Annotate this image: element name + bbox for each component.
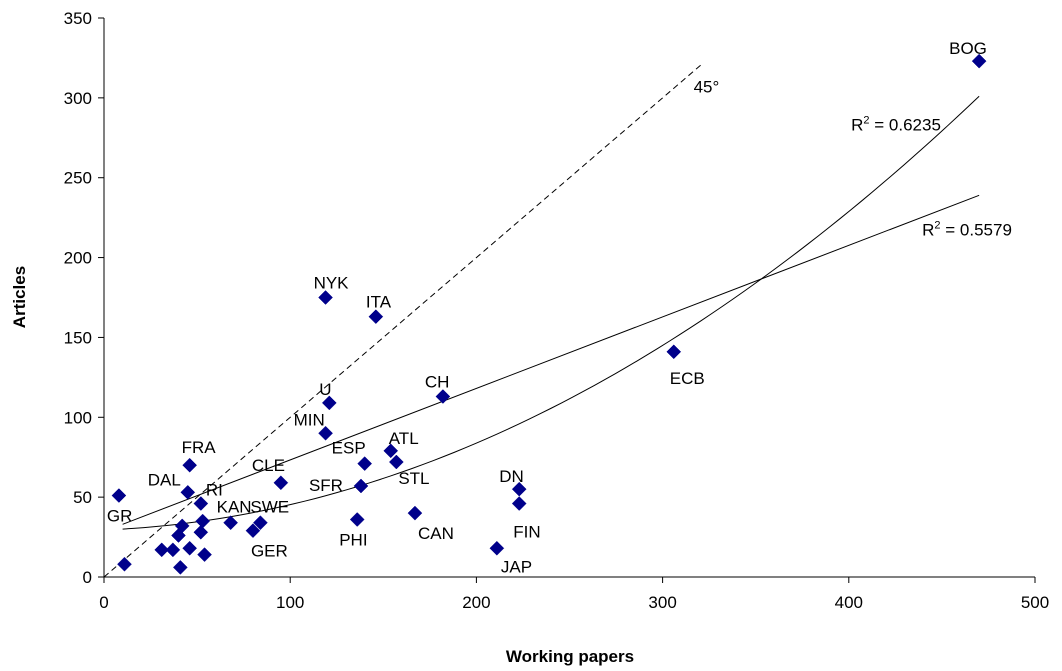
data-point-atl bbox=[383, 443, 399, 459]
point-label: FIN bbox=[513, 523, 540, 542]
y-tick-label: 150 bbox=[64, 328, 92, 347]
data-point bbox=[195, 513, 211, 529]
data-point bbox=[193, 524, 209, 540]
data-point-sfr bbox=[353, 478, 369, 494]
x-tick-label: 300 bbox=[648, 593, 676, 612]
data-point-ri bbox=[193, 496, 209, 511]
r2-label-quadratic: R2 = 0.6235 bbox=[851, 114, 941, 134]
data-point bbox=[174, 518, 190, 534]
data-point-kan bbox=[223, 515, 238, 531]
data-point bbox=[172, 560, 188, 575]
point-label: MIN bbox=[294, 410, 325, 429]
data-point-ger bbox=[245, 523, 261, 539]
point-label: CAN bbox=[418, 524, 454, 543]
data-point-bog bbox=[971, 53, 987, 69]
point-label: ITA bbox=[366, 293, 392, 312]
data-point-esp bbox=[357, 456, 373, 471]
point-label: GER bbox=[251, 542, 288, 561]
data-point-dn bbox=[511, 481, 527, 497]
point-label: CLE bbox=[252, 456, 285, 475]
data-point-ita bbox=[368, 309, 384, 325]
data-point-stl bbox=[388, 454, 404, 470]
y-tick-label: 200 bbox=[64, 249, 92, 268]
point-label: STL bbox=[398, 469, 429, 488]
point-label: DN bbox=[499, 467, 524, 486]
point-label: U bbox=[319, 380, 331, 399]
point-label: SFR bbox=[309, 476, 343, 495]
point-label: PHI bbox=[339, 531, 367, 550]
data-point bbox=[197, 547, 212, 562]
point-label: RI bbox=[206, 481, 223, 500]
data-point-cle bbox=[273, 475, 289, 491]
x-tick-label: 100 bbox=[276, 593, 304, 612]
x-tick-label: 0 bbox=[99, 593, 108, 612]
point-label: ESP bbox=[332, 439, 366, 458]
point-label: ATL bbox=[389, 429, 419, 448]
chart-lines: 45° R2 = 0.5579 R2 = 0.6235 bbox=[103, 62, 1012, 578]
x-tick-label: 400 bbox=[835, 593, 863, 612]
data-point-fra bbox=[182, 457, 198, 473]
x-tick-label: 500 bbox=[1021, 593, 1049, 612]
y-tick-label: 0 bbox=[83, 568, 92, 587]
point-label: ECB bbox=[670, 369, 705, 388]
data-point-fin bbox=[511, 496, 527, 511]
y-tick-label: 100 bbox=[64, 408, 92, 427]
data-point bbox=[182, 540, 198, 556]
point-label: SWE bbox=[250, 498, 289, 517]
data-point bbox=[165, 542, 181, 558]
point-label: JAP bbox=[501, 557, 532, 576]
x-tick-label: 200 bbox=[462, 593, 490, 612]
y-tick-label: 300 bbox=[64, 89, 92, 108]
point-label: FRA bbox=[182, 438, 217, 457]
y-tick-label: 350 bbox=[64, 9, 92, 28]
data-point bbox=[117, 556, 132, 572]
reference-line-45 bbox=[103, 62, 704, 578]
trendline-linear bbox=[122, 194, 980, 525]
data-point-min bbox=[318, 425, 333, 441]
point-labels: BOG ECB NYK ITA CH U MIN ATL ESP STL FRA CLE SFR DN FI… bbox=[107, 39, 987, 576]
reference-line-label: 45° bbox=[694, 78, 720, 97]
data-point-jap bbox=[489, 540, 505, 556]
x-axis-title: Working papers bbox=[506, 647, 634, 666]
point-label: GR bbox=[107, 507, 132, 526]
data-point-ecb bbox=[666, 344, 682, 360]
r2-label-linear: R2 = 0.5579 bbox=[922, 219, 1012, 239]
y-tick-label: 250 bbox=[64, 169, 92, 188]
data-point-nyk bbox=[318, 290, 333, 305]
data-point-u bbox=[321, 395, 337, 411]
data-point bbox=[154, 542, 170, 558]
axes: 0 50 100 150 200 250 300 350 0 100 200 300 400 500 bbox=[64, 9, 1050, 612]
point-label: NYK bbox=[314, 274, 350, 293]
point-label: KAN bbox=[217, 498, 252, 517]
trendline-quadratic bbox=[122, 95, 980, 530]
data-point-can bbox=[407, 505, 423, 521]
point-label: BOG bbox=[949, 39, 987, 58]
point-label: DAL bbox=[148, 470, 181, 489]
data-point-phi bbox=[349, 512, 365, 527]
y-tick-label: 50 bbox=[73, 488, 92, 507]
data-point-dal bbox=[180, 484, 196, 500]
data-points bbox=[111, 53, 987, 575]
data-point-ch bbox=[435, 389, 451, 404]
data-point-swe bbox=[253, 515, 268, 531]
data-point-gr bbox=[111, 488, 127, 503]
point-label: CH bbox=[425, 373, 450, 392]
y-axis-title: Articles bbox=[10, 266, 29, 328]
